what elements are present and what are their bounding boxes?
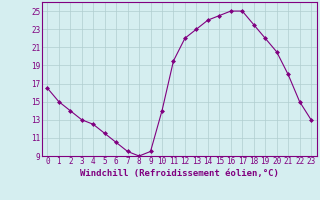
X-axis label: Windchill (Refroidissement éolien,°C): Windchill (Refroidissement éolien,°C) bbox=[80, 169, 279, 178]
